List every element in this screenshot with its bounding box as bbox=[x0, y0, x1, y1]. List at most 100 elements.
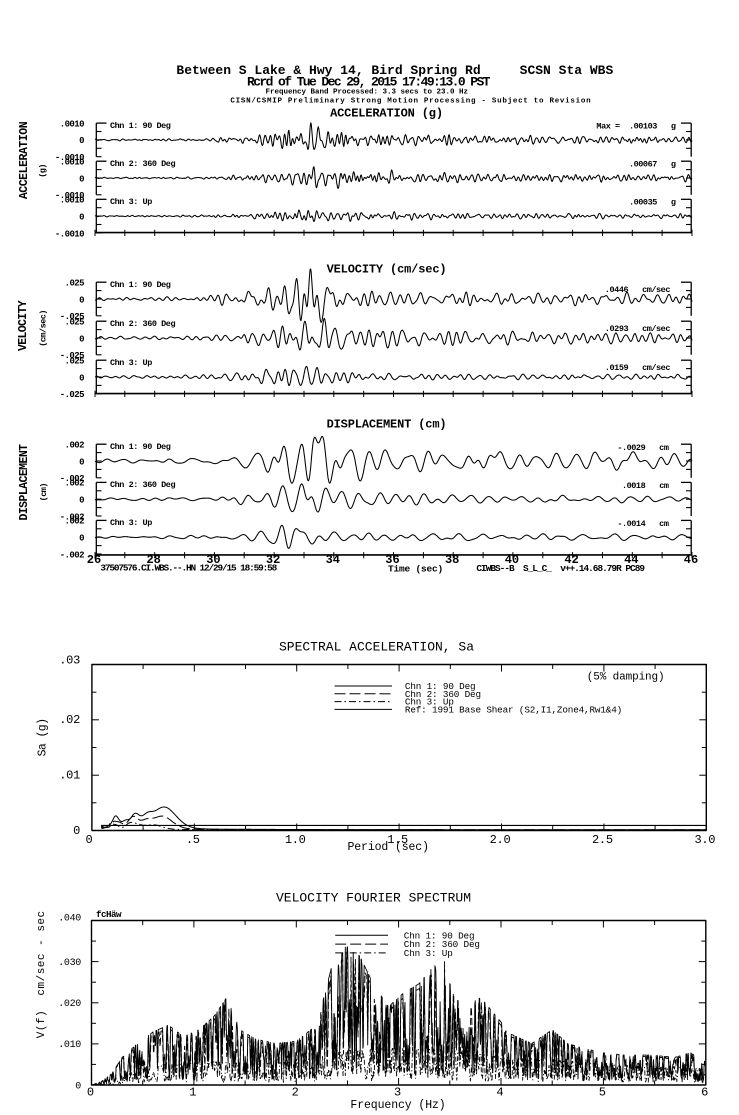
svg-text:Chn 1: 90 Deg: Chn 1: 90 Deg bbox=[405, 681, 476, 692]
svg-text:-.025: -.025 bbox=[60, 312, 84, 322]
svg-text:.0010: .0010 bbox=[60, 119, 84, 129]
svg-text:V(f) cm/sec - sec: V(f) cm/sec - sec bbox=[36, 910, 48, 1038]
svg-text:1.0: 1.0 bbox=[285, 833, 306, 847]
svg-text:.02: .02 bbox=[59, 713, 80, 727]
svg-text:.025: .025 bbox=[65, 357, 85, 367]
svg-text:0: 0 bbox=[75, 1081, 81, 1092]
svg-text:3: 3 bbox=[394, 1085, 401, 1099]
svg-text:-.025: -.025 bbox=[60, 351, 84, 361]
svg-text:2: 2 bbox=[292, 1085, 299, 1099]
svg-text:0: 0 bbox=[79, 212, 84, 222]
svg-text:0: 0 bbox=[73, 824, 80, 838]
svg-text:Between S Lake & Hwy 14, Bird: Between S Lake & Hwy 14, Bird Spring Rd … bbox=[176, 63, 613, 78]
svg-text:1: 1 bbox=[189, 1085, 196, 1099]
svg-text:5: 5 bbox=[599, 1085, 606, 1099]
svg-text:Chn 2: 360 Deg: Chn 2: 360 Deg bbox=[405, 689, 481, 700]
svg-text:0: 0 bbox=[79, 136, 84, 146]
svg-text:.020: .020 bbox=[58, 999, 81, 1010]
svg-text:fcHäw: fcHäw bbox=[96, 909, 122, 920]
svg-text:Rcrd of Tue Dec 29, 2015 17:49: Rcrd of Tue Dec 29, 2015 17:49:13.0 PST bbox=[247, 75, 491, 90]
svg-text:ACCELERATION (g): ACCELERATION (g) bbox=[330, 107, 443, 121]
svg-text:0: 0 bbox=[79, 534, 84, 544]
svg-text:0: 0 bbox=[79, 174, 84, 184]
svg-text:Sa (g): Sa (g) bbox=[37, 719, 50, 757]
svg-text:.0446 cm/sec: .0446 cm/sec bbox=[605, 285, 670, 295]
svg-text:VELOCITY: VELOCITY bbox=[17, 300, 30, 351]
svg-text:0: 0 bbox=[86, 833, 93, 847]
svg-text:40: 40 bbox=[505, 553, 519, 567]
svg-text:38: 38 bbox=[445, 553, 459, 567]
svg-text:Chn 2: 360 Deg: Chn 2: 360 Deg bbox=[404, 939, 480, 950]
svg-text:DISPLACEMENT: DISPLACEMENT bbox=[18, 444, 31, 521]
svg-text:Chn 3: Up: Chn 3: Up bbox=[404, 948, 453, 959]
svg-text:Chn 3: Up: Chn 3: Up bbox=[110, 358, 152, 368]
svg-text:Chn 1: 90 Deg: Chn 1: 90 Deg bbox=[110, 442, 171, 452]
svg-text:.040: .040 bbox=[58, 913, 81, 924]
svg-text:Ref: 1991 Base Shear (S2,I1,Zo: Ref: 1991 Base Shear (S2,I1,Zone4,Rw1&4) bbox=[405, 704, 622, 715]
svg-text:.01: .01 bbox=[59, 769, 80, 783]
svg-text:-.0010: -.0010 bbox=[55, 153, 84, 163]
svg-text:.0018 cm: .0018 cm bbox=[622, 481, 669, 491]
svg-text:-.002: -.002 bbox=[60, 512, 84, 522]
svg-text:0: 0 bbox=[87, 1085, 94, 1099]
svg-text:.025: .025 bbox=[65, 318, 85, 328]
svg-text:34: 34 bbox=[326, 553, 340, 567]
svg-text:.025: .025 bbox=[65, 279, 85, 289]
svg-text:.0010: .0010 bbox=[60, 196, 84, 206]
svg-text:Period (sec): Period (sec) bbox=[348, 841, 429, 854]
svg-text:CIWBS--B S_L_C_ v++.14.68.79: CIWBS--B S_L_C_ v++.14.68.79R PC89 bbox=[476, 563, 645, 574]
svg-text:(5% damping): (5% damping) bbox=[587, 671, 665, 683]
svg-text:.0010: .0010 bbox=[60, 158, 84, 168]
svg-text:Frequency Band Processed: 3.3: Frequency Band Processed: 3.3 secs to 23… bbox=[266, 88, 469, 96]
svg-text:0: 0 bbox=[79, 496, 84, 506]
svg-text:.00067 g: .00067 g bbox=[629, 160, 676, 170]
svg-text:36: 36 bbox=[385, 553, 399, 567]
svg-text:Chn 1: 90 Deg: Chn 1: 90 Deg bbox=[110, 121, 171, 131]
svg-text:Chn 1: 90 Deg: Chn 1: 90 Deg bbox=[110, 280, 171, 290]
svg-text:Max = .00103 g: Max = .00103 g bbox=[596, 121, 675, 131]
svg-text:.03: .03 bbox=[59, 653, 80, 667]
svg-text:.00035 g: .00035 g bbox=[629, 198, 676, 208]
svg-text:(cm/sec): (cm/sec) bbox=[39, 310, 49, 347]
svg-text:.0159 cm/sec: .0159 cm/sec bbox=[605, 363, 670, 373]
svg-text:44: 44 bbox=[624, 553, 638, 567]
svg-text:-.0010: -.0010 bbox=[55, 191, 84, 201]
svg-text:.002: .002 bbox=[65, 479, 85, 489]
svg-text:Chn 3: Up: Chn 3: Up bbox=[110, 197, 152, 207]
svg-text:28: 28 bbox=[146, 553, 160, 567]
svg-text:Chn 2: 360 Deg: Chn 2: 360 Deg bbox=[110, 319, 175, 329]
svg-text:Chn 3: Up: Chn 3: Up bbox=[110, 518, 152, 528]
svg-text:26: 26 bbox=[87, 553, 101, 567]
svg-text:Chn 3: Up: Chn 3: Up bbox=[405, 697, 454, 708]
svg-text:-.0014 cm: -.0014 cm bbox=[617, 519, 669, 529]
svg-text:1.5: 1.5 bbox=[387, 833, 408, 847]
svg-text:-.025: -.025 bbox=[60, 390, 84, 400]
svg-text:(cm): (cm) bbox=[39, 483, 49, 501]
svg-text:DISPLACEMENT (cm): DISPLACEMENT (cm) bbox=[327, 418, 447, 432]
svg-text:0: 0 bbox=[79, 457, 84, 467]
svg-text:2.0: 2.0 bbox=[490, 833, 511, 847]
svg-text:.010: .010 bbox=[58, 1040, 81, 1051]
svg-text:.002: .002 bbox=[65, 441, 85, 451]
svg-text:.030: .030 bbox=[58, 958, 81, 969]
svg-text:.5: .5 bbox=[186, 833, 200, 847]
svg-text:(g): (g) bbox=[38, 164, 48, 178]
svg-text:0: 0 bbox=[79, 295, 84, 305]
svg-text:37507576.CI.WBS.--.HN 12/29/15: 37507576.CI.WBS.--.HN 12/29/15 18:59:58 bbox=[100, 563, 277, 574]
svg-text:46: 46 bbox=[684, 553, 698, 567]
svg-text:CISN/CSMIP Preliminary Strong: CISN/CSMIP Preliminary Strong Motion Pro… bbox=[230, 97, 591, 105]
svg-text:-.002: -.002 bbox=[60, 550, 84, 560]
svg-text:-.002: -.002 bbox=[60, 474, 84, 484]
svg-text:Time (sec): Time (sec) bbox=[388, 563, 443, 574]
svg-text:32: 32 bbox=[266, 553, 280, 567]
svg-text:3.0: 3.0 bbox=[694, 833, 715, 847]
svg-text:Chn 1: 90 Deg: Chn 1: 90 Deg bbox=[404, 930, 475, 941]
svg-text:.0293 cm/sec: .0293 cm/sec bbox=[605, 324, 670, 334]
svg-text:42: 42 bbox=[564, 553, 578, 567]
svg-text:SPECTRAL ACCELERATION, Sa: SPECTRAL ACCELERATION, Sa bbox=[279, 640, 474, 655]
svg-text:6: 6 bbox=[701, 1085, 708, 1099]
svg-text:4: 4 bbox=[496, 1085, 503, 1099]
svg-text:Chn 2: 360 Deg: Chn 2: 360 Deg bbox=[110, 159, 175, 169]
svg-text:Chn 2: 360 Deg: Chn 2: 360 Deg bbox=[110, 480, 175, 490]
svg-text:-.0029 cm: -.0029 cm bbox=[617, 443, 669, 453]
